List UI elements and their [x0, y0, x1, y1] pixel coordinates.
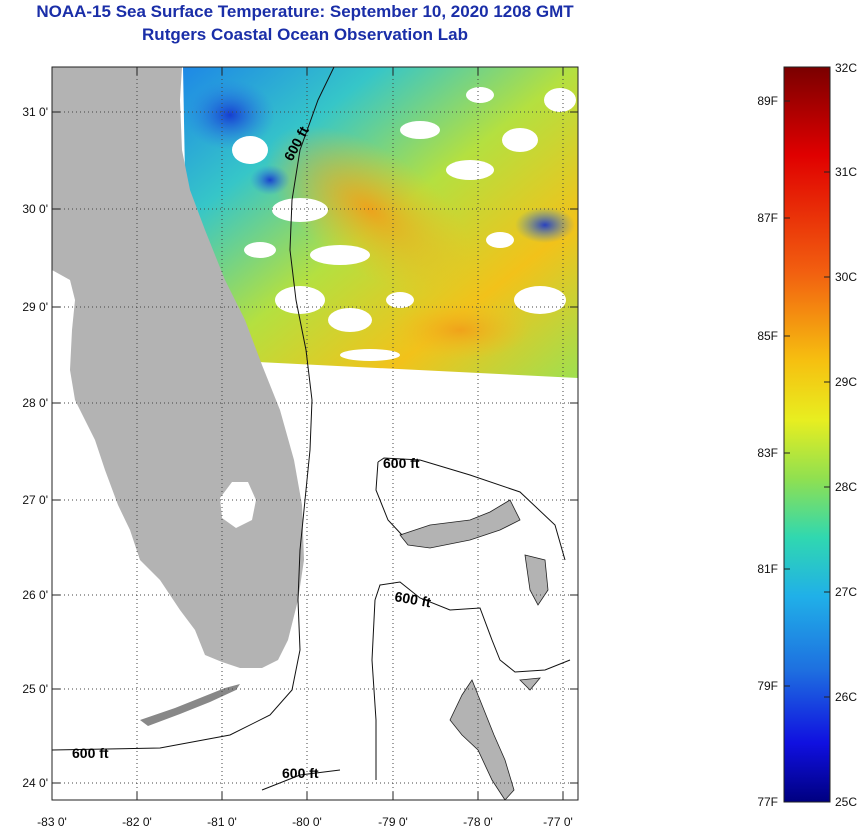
isobath-label: 600 ft — [393, 588, 432, 610]
colorbar-f-label: 83F — [757, 446, 778, 460]
colorbar-c-label: 26C — [835, 690, 857, 704]
temperature-colorbar — [783, 66, 831, 803]
colorbar-c-label: 30C — [835, 270, 857, 284]
colorbar-c-label: 28C — [835, 480, 857, 494]
colorbar-f-label: 87F — [757, 211, 778, 225]
colorbar-c-label: 25C — [835, 795, 857, 809]
lat-label-26: 26 0' — [22, 588, 48, 602]
lat-label-27: 27 0' — [22, 493, 48, 507]
lon-label-82: -82 0' — [122, 815, 152, 829]
bahamas-land — [399, 499, 549, 800]
colorbar-f-label: 81F — [757, 562, 778, 576]
lat-label-25: 25 0' — [22, 682, 48, 696]
colorbar-f-label: 89F — [757, 94, 778, 108]
axis-ticks — [52, 67, 578, 800]
lon-label-83: -83 0' — [37, 815, 67, 829]
colorbar-f-label: 77F — [757, 795, 778, 809]
isobath-label: 600 ft — [282, 765, 319, 781]
colorbar-ticks — [784, 100, 830, 698]
colorbar-c-label: 32C — [835, 61, 857, 75]
cloud-cover — [232, 87, 576, 361]
lon-label-81: -81 0' — [207, 815, 237, 829]
isobath-label: 600 ft — [72, 745, 109, 761]
florida-keys — [140, 684, 240, 726]
lat-label-28: 28 0' — [22, 396, 48, 410]
colorbar-f-label: 85F — [757, 329, 778, 343]
lon-label-80: -80 0' — [292, 815, 322, 829]
colorbar-c-label: 31C — [835, 165, 857, 179]
isobath-label: 600 ft — [383, 455, 420, 471]
sst-swath — [183, 67, 578, 378]
chart-subtitle: Rutgers Coastal Ocean Observation Lab — [142, 25, 468, 44]
lon-label-79: -79 0' — [378, 815, 408, 829]
chart-title: NOAA-15 Sea Surface Temperature: Septemb… — [36, 2, 574, 21]
lat-label-24: 24 0' — [22, 776, 48, 790]
lon-label-77: -77 0' — [543, 815, 573, 829]
isobath-600ft — [52, 67, 571, 791]
lat-label-30: 30 0' — [22, 202, 48, 216]
lon-label-78: -78 0' — [463, 815, 493, 829]
lat-label-31: 31 0' — [22, 105, 48, 119]
colorbar-f-label: 79F — [757, 679, 778, 693]
plot-frame — [51, 66, 579, 801]
lake-okeechobee — [220, 482, 256, 528]
colorbar-c-label: 29C — [835, 375, 857, 389]
lat-label-29: 29 0' — [22, 300, 48, 314]
colorbar-c-label: 27C — [835, 585, 857, 599]
